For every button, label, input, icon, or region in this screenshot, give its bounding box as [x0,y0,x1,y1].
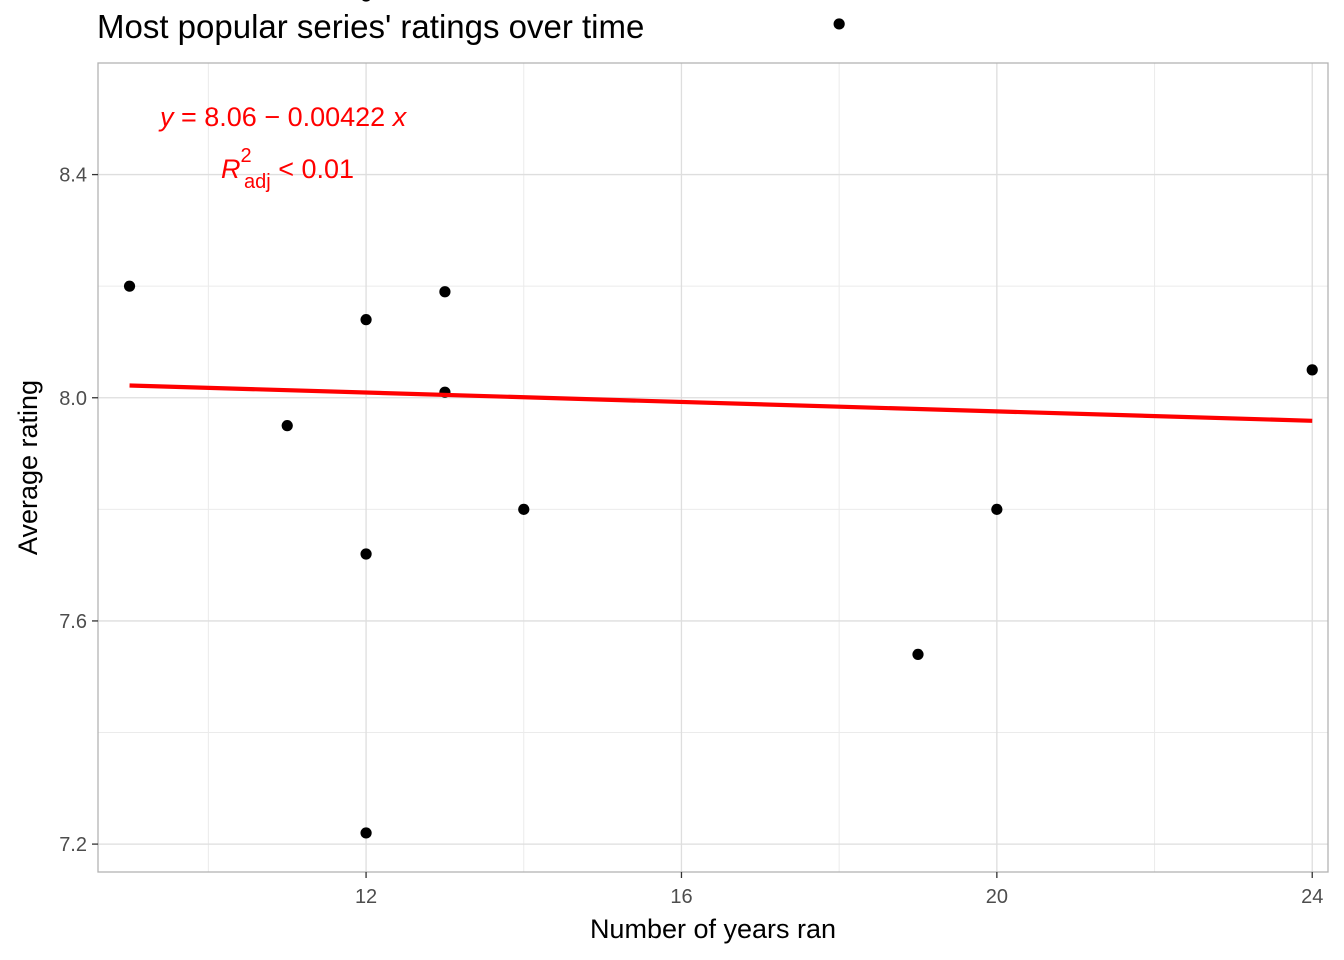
x-axis-title: Number of years ran [590,914,836,944]
x-tick-label: 12 [355,886,377,908]
data-point [518,503,530,515]
major-gridlines [98,63,1328,872]
y-axis-title: Average rating [13,380,43,555]
chart-title: Most popular series' ratings over time [97,8,645,45]
data-point [362,0,371,2]
data-point [360,827,372,839]
plot-panel [98,63,1328,872]
minor-gridlines [98,63,1328,872]
x-tick-label: 16 [670,886,692,908]
equation-x-symbol: x [391,102,408,132]
regression-equation: y = 8.06 − 0.00422 x [158,102,408,132]
y-tick-label: 8.0 [59,388,87,410]
equation-y-symbol: y [158,102,175,132]
r-value: < 0.01 [271,154,354,184]
r-symbol: R [221,154,241,184]
data-point [281,420,293,432]
data-points [123,0,1318,839]
fit-line [129,383,1313,423]
fit-line-layer [129,383,1313,423]
r-squared-label: R2 adj < 0.01 [221,145,354,193]
x-axis-ticks: 12 16 20 24 [355,872,1323,908]
y-tick-label: 7.2 [59,834,87,856]
data-point [123,280,136,292]
r-subscript: adj [244,171,271,193]
r-superscript: 2 [241,145,252,167]
regression-annotation: y = 8.06 − 0.00422 x R2 adj < 0.01 [158,102,408,193]
data-point [991,503,1003,515]
data-point [1306,364,1318,376]
plot-panel-border [97,62,1329,873]
equation-body: = 8.06 − 0.00422 [174,102,393,132]
data-point [912,648,924,661]
data-point [360,548,372,560]
y-axis-ticks: 7.2 7.6 8.0 8.4 [59,165,98,856]
data-point [439,286,451,298]
data-point [360,314,372,326]
x-tick-label: 20 [986,886,1008,908]
y-tick-label: 8.4 [59,165,87,187]
data-point [833,18,845,30]
x-tick-label: 24 [1301,886,1323,908]
y-tick-label: 7.6 [59,611,87,633]
